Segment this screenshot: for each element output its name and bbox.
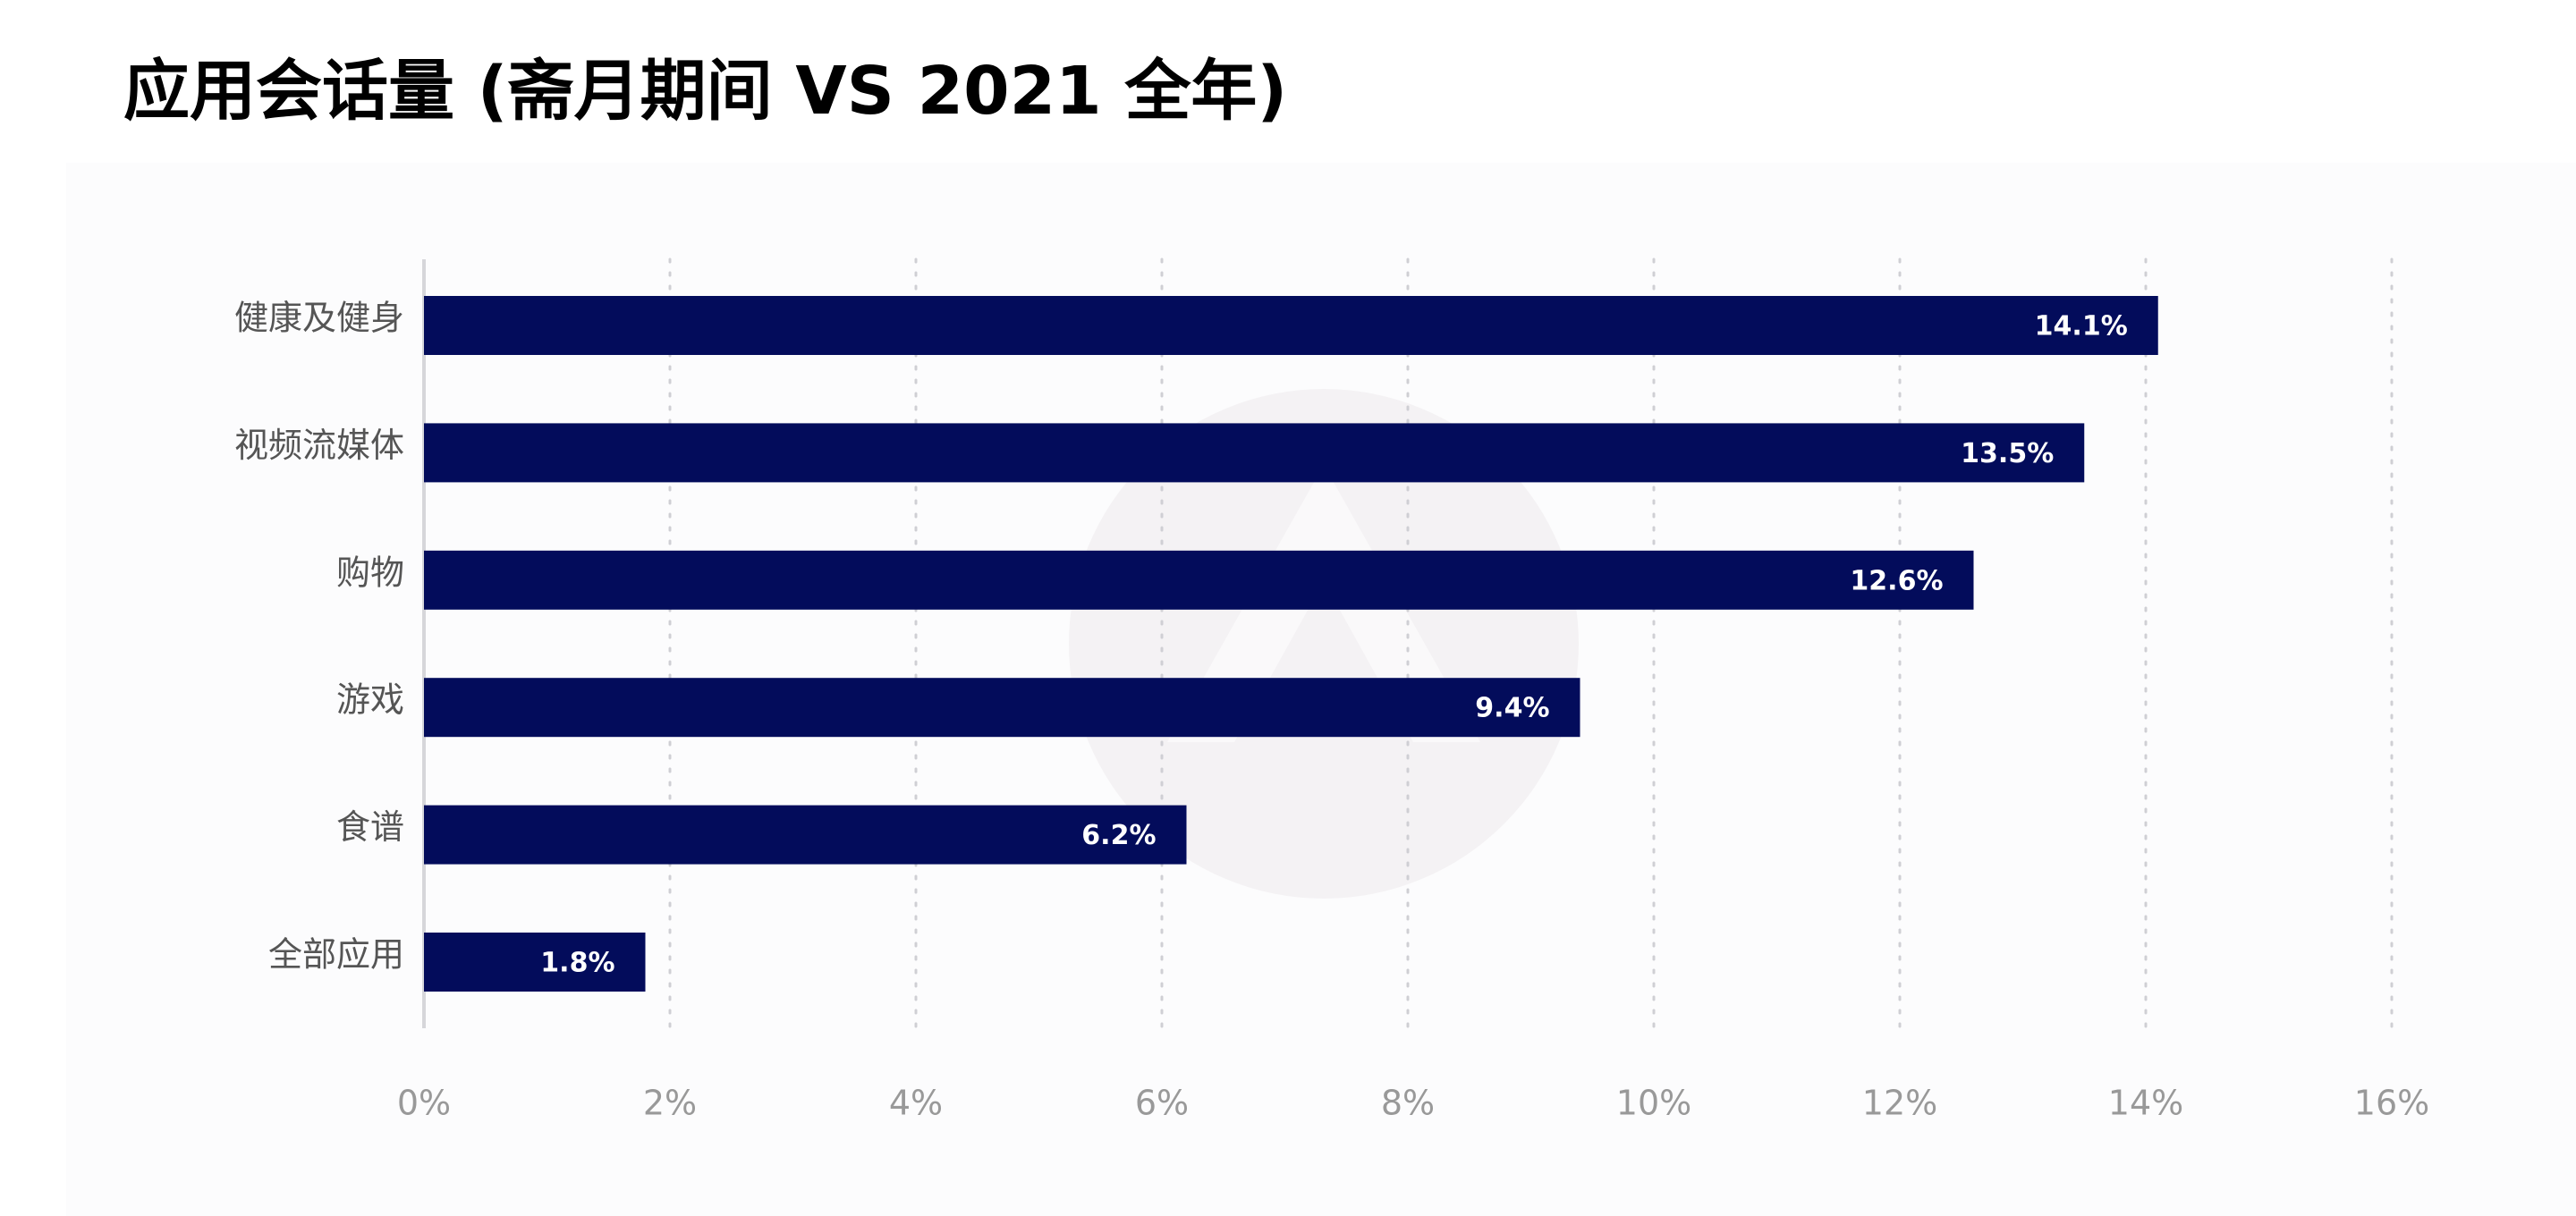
bar-value-label: 1.8%	[540, 948, 614, 979]
bar	[424, 296, 2158, 355]
bar-value-label: 9.4%	[1475, 693, 1549, 724]
bar	[424, 550, 1974, 610]
watermark-logo	[1069, 389, 1579, 899]
x-tick-label: 4%	[889, 1084, 943, 1123]
x-tick-label: 2%	[643, 1084, 697, 1123]
bar	[424, 678, 1580, 738]
watermark-logo-mark	[1167, 465, 1480, 742]
bar	[424, 805, 1187, 865]
category-label: 全部应用	[268, 935, 404, 975]
bar-value-label: 12.6%	[1850, 565, 1943, 596]
category-label: 游戏	[336, 680, 404, 720]
category-label: 食谱	[336, 807, 404, 847]
category-label: 视频流媒体	[234, 426, 404, 465]
category-label: 健康及健身	[234, 299, 404, 338]
bar-value-label: 6.2%	[1081, 820, 1156, 851]
x-tick-label: 16%	[2354, 1084, 2429, 1123]
x-tick-label: 14%	[2108, 1084, 2183, 1123]
x-tick-label: 10%	[1616, 1084, 1691, 1123]
bar-value-label: 14.1%	[2035, 311, 2128, 342]
x-tick-label: 0%	[397, 1084, 451, 1123]
x-tick-label: 8%	[1381, 1084, 1435, 1123]
category-label: 购物	[336, 553, 404, 592]
x-tick-label: 12%	[1862, 1084, 1937, 1123]
bar	[424, 933, 646, 992]
bar-value-label: 13.5%	[1961, 438, 2054, 469]
x-tick-label: 6%	[1135, 1084, 1189, 1123]
bar	[424, 423, 2085, 483]
chart-title: 应用会话量 (斋月期间 VS 2021 全年)	[123, 53, 1288, 130]
